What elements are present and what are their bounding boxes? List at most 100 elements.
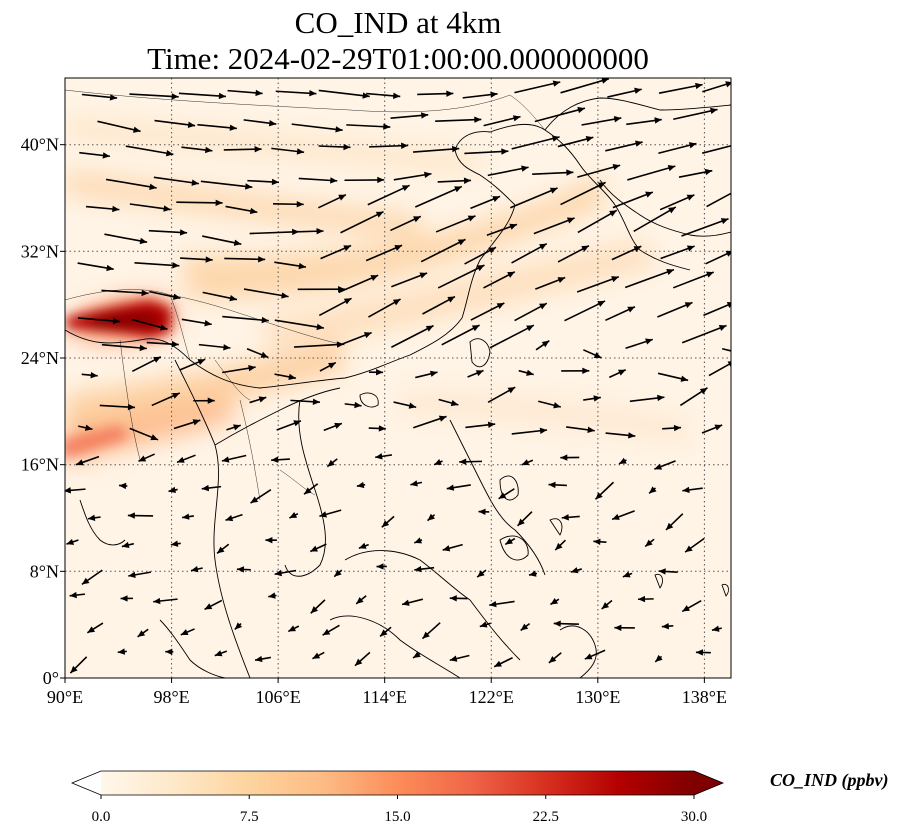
wind-vector-head <box>581 245 589 252</box>
wind-vector-head <box>463 177 472 184</box>
wind-vector-head <box>187 121 196 128</box>
wind-vector-head <box>539 427 548 434</box>
wind-vector-head <box>521 459 530 466</box>
wind-vector <box>464 150 509 155</box>
wind-vector-head <box>593 352 602 358</box>
wind-vector-head <box>197 359 206 365</box>
wind-vector-head <box>343 143 351 151</box>
wind-vector-head <box>684 302 693 309</box>
wind-vector-head <box>654 117 662 124</box>
colorbar-tick-label: 7.5 <box>240 809 259 825</box>
colorbar-title: CO_IND (ppbv) <box>770 770 889 790</box>
wind-vector-head <box>102 152 110 159</box>
wind-vector-head <box>204 603 213 610</box>
wind-vector <box>658 83 703 94</box>
wind-vector-head <box>633 246 642 253</box>
wind-vector-head <box>137 630 146 637</box>
coastlines <box>65 97 731 678</box>
wind-vector-head <box>328 362 336 369</box>
wind-vector <box>672 271 715 289</box>
wind-vector-head <box>487 421 496 429</box>
wind-vector <box>420 238 466 263</box>
wind-vector-head <box>427 513 435 521</box>
wind-vector-head <box>612 164 621 171</box>
wind-vector-head <box>725 250 731 257</box>
colorbar: 0.0 7.5 15.0 22.5 30.0 <box>70 770 725 825</box>
wind-vector-head <box>271 178 279 186</box>
wind-vector <box>97 120 141 133</box>
wind-vector-head <box>312 398 320 405</box>
wind-vector-head <box>70 665 78 674</box>
wind-vector-head <box>619 457 627 464</box>
wind-vector-head <box>217 546 225 554</box>
wind-vector <box>153 176 199 185</box>
wind-vector-head <box>414 565 422 573</box>
wind-vector-head <box>84 424 93 431</box>
wind-vector-head <box>268 592 276 599</box>
wind-vector <box>291 123 343 132</box>
wind-vector-head <box>236 566 245 573</box>
wind-vector-head <box>665 522 674 530</box>
wind-vector-head <box>81 577 90 585</box>
wind-vector-head <box>334 569 342 577</box>
wind-vector-head <box>421 112 429 119</box>
wind-vector-head <box>561 514 569 521</box>
wind-vector-head <box>584 653 593 660</box>
wind-vector-head <box>268 120 277 127</box>
wind-vector-head <box>106 264 114 272</box>
wind-vector-head <box>172 293 181 300</box>
wind-vector-head <box>394 245 403 251</box>
wind-vector-head <box>378 425 386 432</box>
wind-vector <box>413 147 460 153</box>
lat-tick-label: 40°N <box>21 135 59 155</box>
wind-vector-head <box>459 458 467 465</box>
wind-vector-head <box>370 275 379 281</box>
wind-vector-head <box>298 262 306 270</box>
wind-vector-head <box>686 194 695 201</box>
wind-vector <box>437 264 485 289</box>
wind-vector-head <box>128 571 136 578</box>
wind-vector-head <box>69 591 77 599</box>
wind-vector-head <box>127 403 135 411</box>
wind-vector-head <box>688 142 697 149</box>
wind-vector-head <box>141 289 149 297</box>
wind-vector <box>560 181 606 206</box>
lon-tick-label: 138°E <box>682 687 727 707</box>
wind-vector-head <box>153 597 161 605</box>
wind-vector-head <box>517 518 525 526</box>
wind-vector-head <box>733 188 741 194</box>
wind-vector <box>293 343 344 348</box>
wind-vector <box>125 145 174 156</box>
wind-vector-head <box>205 146 213 154</box>
wind-vector-head <box>65 487 71 494</box>
wind-vector-head <box>76 459 84 466</box>
wind-vector-head <box>634 87 642 94</box>
wind-vector <box>534 107 586 123</box>
wind-vector <box>105 178 157 189</box>
wind-vector-head <box>419 272 428 279</box>
wind-vector-head <box>381 520 390 528</box>
wind-vector-head <box>215 199 223 206</box>
wind-vector <box>489 324 535 349</box>
wind-vector-head <box>521 165 529 172</box>
wind-vector-head <box>171 93 179 100</box>
wind-vector-head <box>376 369 384 376</box>
wind-vector-head <box>667 164 676 172</box>
wind-vector-head <box>358 542 367 549</box>
wind-vector-head <box>392 299 401 306</box>
wind-vector-head <box>714 424 723 431</box>
wind-vector-head <box>380 629 388 637</box>
wind-vector-head <box>171 340 179 348</box>
wind-vector-head <box>507 387 516 394</box>
wind-vector-head <box>334 422 342 429</box>
wind-vector <box>514 81 561 94</box>
wind-vector-head <box>645 539 653 547</box>
wind-vector-head <box>413 216 421 223</box>
wind-vector-head <box>613 116 622 123</box>
wind-vector-head <box>496 302 505 310</box>
wind-vector-head <box>87 514 96 521</box>
wind-vector-head <box>492 196 501 203</box>
wind-vector <box>510 187 558 209</box>
lat-tick-label: 0° <box>43 668 59 688</box>
lat-tick-label: 8°N <box>30 561 59 581</box>
